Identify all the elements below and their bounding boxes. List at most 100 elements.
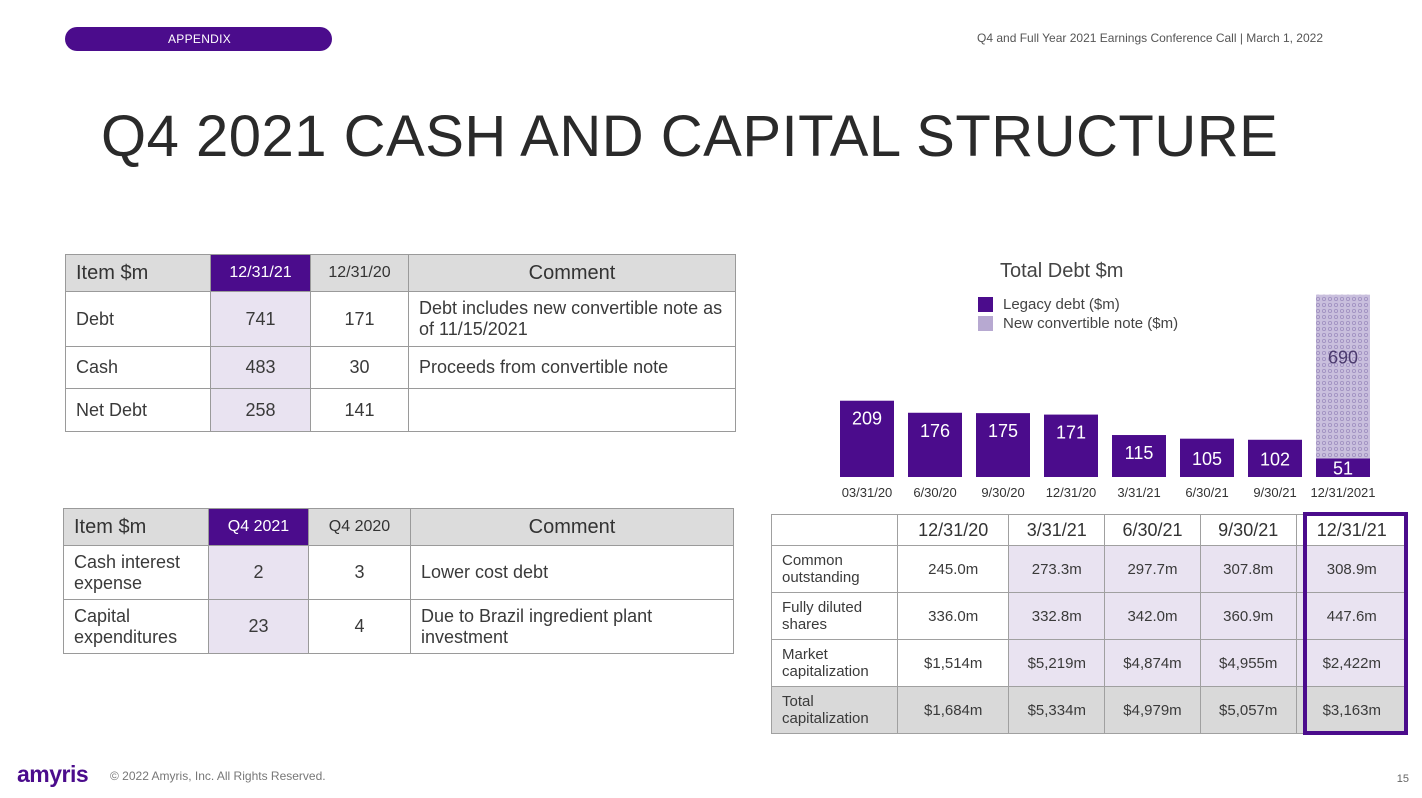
cell: 273.3m [1008, 545, 1106, 593]
x-tick-label-4: 3/31/21 [1117, 485, 1160, 500]
cell: $2,422m [1295, 639, 1409, 687]
row-prior: 171 [310, 291, 409, 347]
row-label: Total capitalization [771, 686, 898, 734]
col-header-prior: Q4 2020 [308, 508, 411, 546]
col-header-period: 9/30/21 [1199, 514, 1297, 546]
table-header-row: Item $m 12/31/21 12/31/20 Comment [65, 254, 736, 292]
bar-label-convertible-7: 690 [1328, 347, 1358, 367]
row-label: Common outstanding [771, 545, 898, 593]
page-number: 15 [1396, 773, 1409, 785]
col-header-current: Q4 2021 [208, 508, 309, 546]
row-comment [408, 388, 736, 432]
row-item: Debt [65, 291, 211, 347]
col-header-period: 12/31/21 [1295, 514, 1409, 546]
bar-label-legacy-0: 209 [852, 409, 882, 429]
bar-label-legacy-2: 175 [988, 421, 1018, 441]
cell: 307.8m [1199, 545, 1297, 593]
table-row: Market capitalization $1,514m $5,219m $4… [771, 639, 1409, 687]
col-header-period: 6/30/21 [1104, 514, 1201, 546]
row-item: Cash interest expense [63, 545, 209, 600]
row-item: Cash [65, 346, 211, 389]
event-caption: Q4 and Full Year 2021 Earnings Conferenc… [977, 31, 1323, 45]
cell: $4,874m [1104, 639, 1201, 687]
bar-legacy-0 [840, 400, 894, 477]
x-tick-label-0: 03/31/20 [842, 485, 893, 500]
slide-title: Q4 2021 CASH AND CAPITAL STRUCTURE [101, 104, 1279, 169]
table-row-total: Total capitalization $1,684m $5,334m $4,… [771, 686, 1409, 734]
bar-legacy-6 [1248, 439, 1302, 477]
cell: $4,955m [1199, 639, 1297, 687]
x-tick-label-7: 12/31/2021 [1310, 485, 1375, 500]
col-header-current: 12/31/21 [210, 254, 311, 292]
bar-label-legacy-6: 102 [1260, 449, 1290, 469]
capitalization-table: 12/31/20 3/31/21 6/30/21 9/30/21 12/31/2… [771, 514, 1409, 734]
row-comment: Debt includes new convertible note as of… [408, 291, 736, 347]
cell: $5,057m [1199, 686, 1297, 734]
row-item: Net Debt [65, 388, 211, 432]
cell: $4,979m [1104, 686, 1201, 734]
legend-label-legacy: Legacy debt ($m) [1003, 295, 1120, 313]
col-header-prior: 12/31/20 [310, 254, 409, 292]
row-comment: Proceeds from convertible note [408, 346, 736, 389]
legend-swatch-legacy [978, 296, 993, 312]
section-pill: APPENDIX [65, 27, 332, 51]
chart-legend: Legacy debt ($m) New convertible note ($… [978, 295, 1178, 333]
bar-label-legacy-7: 51 [1333, 459, 1353, 479]
table-row: Cash interest expense 2 3 Lower cost deb… [63, 545, 734, 600]
chart-title: Total Debt $m [1000, 260, 1124, 282]
row-current: 741 [210, 291, 311, 347]
current-period-highlight [1303, 512, 1408, 735]
cell: $5,219m [1008, 639, 1106, 687]
row-prior: 141 [310, 388, 409, 432]
row-label: Fully diluted shares [771, 592, 898, 640]
table-row: Capital expenditures 23 4 Due to Brazil … [63, 599, 734, 654]
table-row: Cash 483 30 Proceeds from convertible no… [65, 346, 736, 389]
x-tick-label-2: 9/30/20 [981, 485, 1024, 500]
col-header-item: Item $m [65, 254, 211, 292]
row-current: 2 [208, 545, 309, 600]
row-comment: Lower cost debt [410, 545, 734, 600]
cell: 245.0m [896, 545, 1010, 593]
cell: 332.8m [1008, 592, 1106, 640]
x-tick-label-5: 6/30/21 [1185, 485, 1228, 500]
col-header-comment: Comment [410, 508, 734, 546]
balance-table: Item $m 12/31/21 12/31/20 Comment Debt 7… [65, 254, 736, 432]
cell: $1,514m [896, 639, 1010, 687]
bar-legacy-2 [976, 413, 1030, 477]
bar-legacy-5 [1180, 438, 1234, 477]
row-current: 258 [210, 388, 311, 432]
col-header-blank [771, 514, 898, 546]
legend-swatch-convertible [978, 315, 993, 331]
bar-legacy-3 [1044, 414, 1098, 477]
table-row: Fully diluted shares 336.0m 332.8m 342.0… [771, 592, 1409, 640]
section-label: APPENDIX [168, 32, 232, 46]
col-header-comment: Comment [408, 254, 736, 292]
row-item: Capital expenditures [63, 599, 209, 654]
x-tick-label-3: 12/31/20 [1046, 485, 1097, 500]
bar-label-legacy-5: 105 [1192, 449, 1222, 469]
bar-label-legacy-1: 176 [920, 421, 950, 441]
table-header-row: Item $m Q4 2021 Q4 2020 Comment [63, 508, 734, 546]
legend-label-convertible: New convertible note ($m) [1003, 314, 1179, 332]
cell: $5,334m [1008, 686, 1106, 734]
row-comment: Due to Brazil ingredient plant investmen… [410, 599, 734, 654]
row-current: 23 [208, 599, 309, 654]
legend-item-legacy: Legacy debt ($m) [978, 295, 1178, 313]
row-prior: 3 [308, 545, 411, 600]
total-debt-chart: 209 03/31/20 176 6/30/20 175 9/30/20 171 12/31/… [840, 294, 1376, 500]
col-header-period: 12/31/20 [896, 514, 1010, 546]
bar-label-legacy-3: 171 [1056, 423, 1086, 443]
amyris-logo: amyris [17, 761, 89, 787]
col-header-period: 3/31/21 [1008, 514, 1106, 546]
x-tick-label-1: 6/30/20 [913, 485, 956, 500]
row-current: 483 [210, 346, 311, 389]
bar-legacy-7 [1316, 458, 1370, 477]
cell: 297.7m [1104, 545, 1201, 593]
bar-legacy-1 [908, 412, 962, 477]
row-label: Market capitalization [771, 639, 898, 687]
table-row: Debt 741 171 Debt includes new convertib… [65, 291, 736, 347]
bar-convertible-7 [1316, 294, 1370, 459]
row-prior: 30 [310, 346, 409, 389]
expense-table: Item $m Q4 2021 Q4 2020 Comment Cash int… [63, 508, 734, 654]
table-row: Net Debt 258 141 [65, 388, 736, 432]
